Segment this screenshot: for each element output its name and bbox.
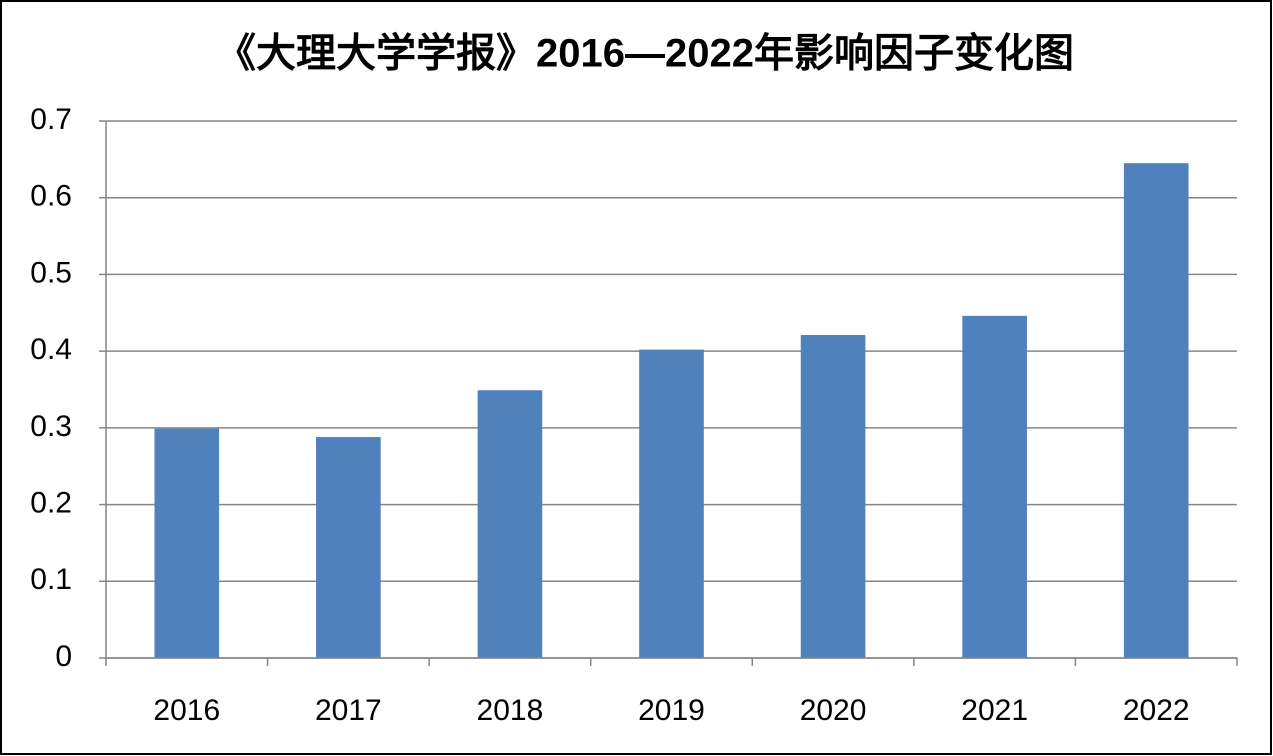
bar: [1123, 163, 1189, 658]
bar: [962, 315, 1027, 658]
y-tick-label: 0: [55, 640, 72, 673]
x-tick-label: 2022: [1123, 694, 1190, 727]
y-tick-label: 0.4: [30, 333, 72, 366]
x-tick-label: 2016: [153, 694, 220, 727]
bar: [477, 390, 543, 658]
x-tick-label: 2019: [638, 694, 705, 727]
y-tick-label: 0.5: [30, 256, 72, 289]
bar: [154, 428, 220, 658]
y-tick-label: 0.1: [30, 563, 72, 596]
y-tick-label: 0.2: [30, 486, 72, 519]
y-tick-label: 0.6: [30, 180, 72, 213]
y-tick-label: 0.3: [30, 410, 72, 443]
chart-title: 《大理大学学报》2016—2022年影响因子变化图: [216, 32, 1074, 76]
x-tick-label: 2021: [961, 694, 1028, 727]
x-tick-label: 2020: [800, 694, 867, 727]
x-tick-label: 2018: [477, 694, 544, 727]
x-tick-label: 2017: [315, 694, 382, 727]
bar: [639, 349, 704, 658]
bar: [800, 335, 866, 658]
y-tick-label: 0.7: [30, 103, 72, 136]
bar: [316, 437, 381, 658]
